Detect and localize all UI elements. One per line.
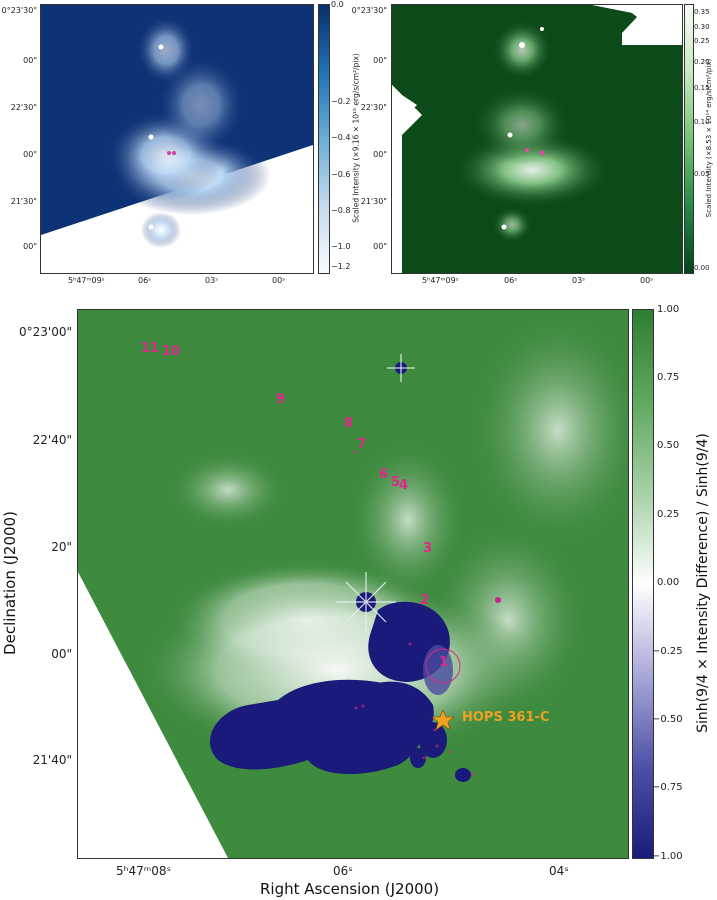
cbar-tick: −0.2 [331,97,351,106]
y-axis-title: Declination (J2000) [1,511,19,655]
dec-tick: 00" [373,242,387,251]
cbar-tick: 0.10 [694,118,710,126]
ra-tick: 06ˢ [333,864,353,878]
green-image [392,5,682,273]
svg-text:*: * [408,641,412,650]
cbar-tick: 0.50 [657,440,680,451]
source-label-11: 11 [141,341,160,356]
dec-tick: 0°23'30" [351,6,387,15]
source-label-1: 1 [439,655,449,670]
ra-tick: 00ˢ [272,276,286,285]
cbar-tick: 0.20 [694,58,710,66]
cbar-tick: 0.30 [694,23,710,31]
ra-tick: 06ˢ [138,276,152,285]
ra-tick: 5ʰ47ᵐ09ˢ [68,276,105,285]
green-colorbar [684,4,694,274]
svg-text:*: * [448,749,452,758]
cbar-tick: 0.00 [657,577,680,588]
cbar-tick: −0.50 [652,714,683,725]
cbar-tick: 0.05 [694,170,710,178]
green-panel [391,4,683,274]
svg-text:*: * [354,705,358,714]
x-axis-title: Right Ascension (J2000) [260,880,440,898]
cbar-tick: 0.35 [694,8,710,16]
dec-tick: 22'40" [32,433,72,447]
ra-tick: 5ʰ47ᵐ09ˢ [422,276,459,285]
blue-cbar-title: Scaled Intensity (×9.16 × 10¹⁵ erg/s/cm²… [351,53,361,223]
cbar-tick: −1.0 [331,242,351,251]
cbar-tick: 0.0 [331,0,344,9]
source-label-8: 8 [344,416,354,431]
dec-tick: 22'30" [10,103,37,112]
source-label-6: 6 [379,467,389,482]
cbar-tick: 0.25 [657,509,680,520]
cbar-tick: 0.00 [694,264,710,272]
source-label-10: 10 [162,344,181,359]
svg-text:*: * [433,727,437,736]
source-label-9: 9 [276,392,286,407]
svg-text:*: * [353,449,357,458]
cbar-tick: −0.4 [331,133,351,142]
dec-tick: 00" [51,647,72,661]
cbar-tick: −0.8 [331,206,351,215]
cbar-tick: 0.15 [694,84,710,92]
dec-tick: 0°23'30" [1,6,37,15]
source-label-7: 7 [357,437,367,452]
cbar-tick: 1.00 [657,304,680,315]
svg-text:*: * [422,755,426,764]
source-label-2: 2 [420,593,430,608]
source-label-3: 3 [423,541,433,556]
main-cbar-title: Sinh(9/4 × Intensity Difference) / Sinh(… [695,433,711,733]
cbar-tick: −1.00 [652,851,683,862]
ra-tick: 03ˢ [205,276,219,285]
svg-text:*: * [435,743,439,752]
green-cbar-title: Scaled Intensity (×8.53 × 10¹⁴ erg/s/cm²… [705,58,713,218]
ra-tick: 04ˢ [549,864,569,878]
dec-tick: 00" [373,150,387,159]
blue-colorbar [318,4,330,274]
dec-tick: 00" [373,56,387,65]
source-label-4: 4 [399,478,409,493]
dec-tick: 00" [23,150,37,159]
cbar-tick: −0.6 [331,170,351,179]
cbar-tick: 0.25 [694,37,710,45]
source-label-5: 5 [391,475,401,490]
cbar-tick: 0.75 [657,372,680,383]
ra-tick: 03ˢ [572,276,586,285]
hops-star-marker [431,709,455,731]
cbar-tick: −1.2 [331,262,351,271]
ra-tick: 06ˢ [504,276,518,285]
cbar-tick: −0.75 [652,782,683,793]
dec-tick: 20" [51,540,72,554]
dec-tick: 00" [23,56,37,65]
main-colorbar [632,309,654,859]
hops-label: HOPS 361-C [462,710,550,725]
dec-tick: 21'30" [360,197,387,206]
dec-tick: 21'40" [32,753,72,767]
cbar-tick: −0.25 [652,646,683,657]
main-panel: * * * * * * * * * 11 10 9 8 7 6 5 4 3 2 1 HOPS… [77,309,629,859]
ra-tick: 5ʰ47ᵐ08ˢ [116,864,171,878]
dec-tick: 00" [23,242,37,251]
ra-tick: 00ˢ [640,276,654,285]
blue-image [41,5,313,273]
blue-panel [40,4,314,274]
dec-tick: 0°23'00" [19,325,72,339]
dec-tick: 21'30" [10,197,37,206]
dec-tick: 22'30" [360,103,387,112]
main-image: ** * *** *** [78,310,628,858]
svg-text:*: * [361,703,365,712]
svg-text:*: * [471,771,475,780]
